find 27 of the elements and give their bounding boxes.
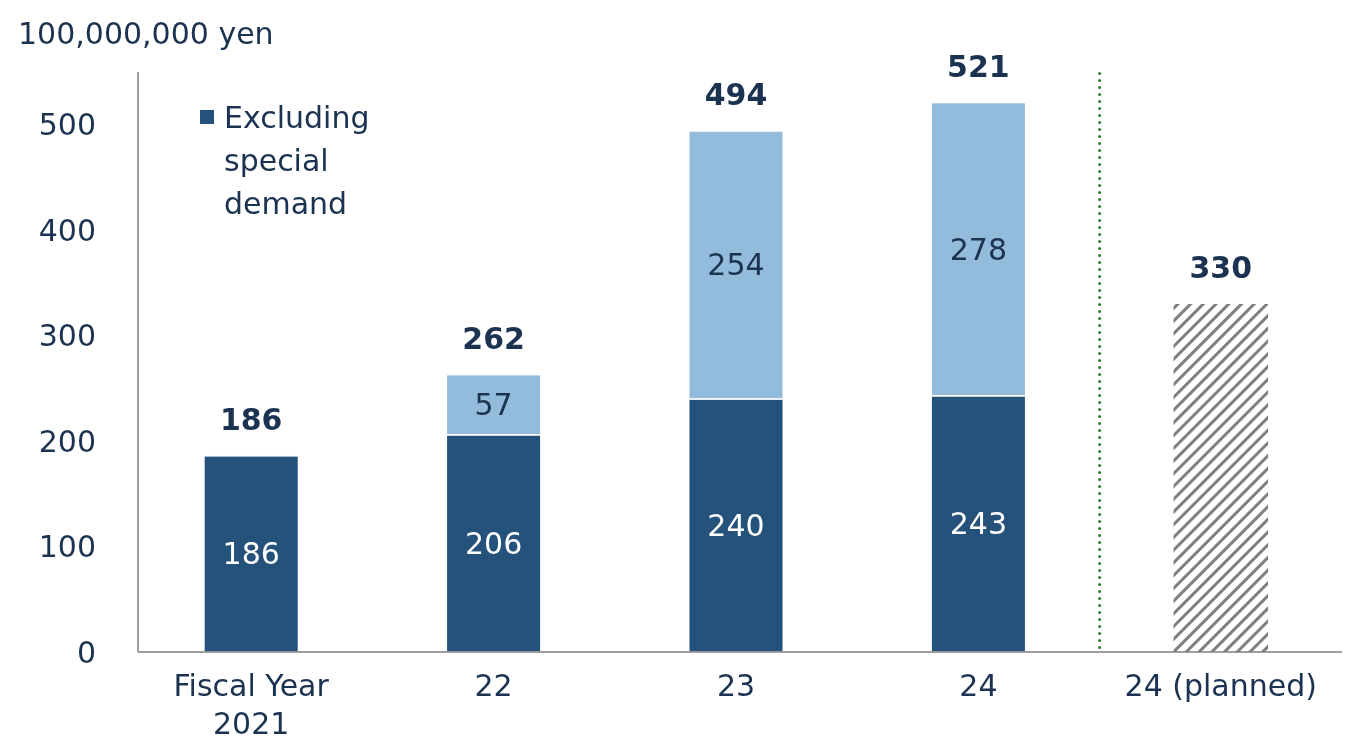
y-tick-label: 300 xyxy=(38,318,96,354)
y-tick-label: 0 xyxy=(76,634,96,670)
x-tick-label: 22 xyxy=(474,668,513,703)
bar xyxy=(1173,304,1269,652)
data-label: 186 xyxy=(222,536,280,572)
total-label: 186 xyxy=(219,401,283,437)
data-label: 278 xyxy=(949,231,1008,267)
data-label: 57 xyxy=(474,387,513,423)
x-tick-label: Fiscal Year 2021 xyxy=(173,668,330,741)
x-tick-label: 23 xyxy=(716,668,756,703)
total-label: 521 xyxy=(947,48,1010,84)
data-label: 206 xyxy=(464,525,523,561)
y-tick-label: 500 xyxy=(38,107,96,143)
data-label: 254 xyxy=(707,247,765,283)
x-tick-label: 24 xyxy=(959,668,998,703)
legend-label: Excluding special demand xyxy=(224,100,370,221)
y-tick-label: 400 xyxy=(38,212,96,248)
y-tick-label: 200 xyxy=(38,423,96,459)
data-label: 240 xyxy=(707,507,765,543)
y-axis-title: 100,000,000 yen xyxy=(18,16,274,51)
total-label: 494 xyxy=(704,77,768,113)
total-label: 262 xyxy=(462,320,525,356)
x-tick-label: 24 (planned) xyxy=(1124,668,1318,703)
total-label: 330 xyxy=(1189,250,1253,285)
bar xyxy=(203,455,300,653)
data-label: 243 xyxy=(949,506,1008,542)
y-tick-label: 100 xyxy=(38,529,96,565)
